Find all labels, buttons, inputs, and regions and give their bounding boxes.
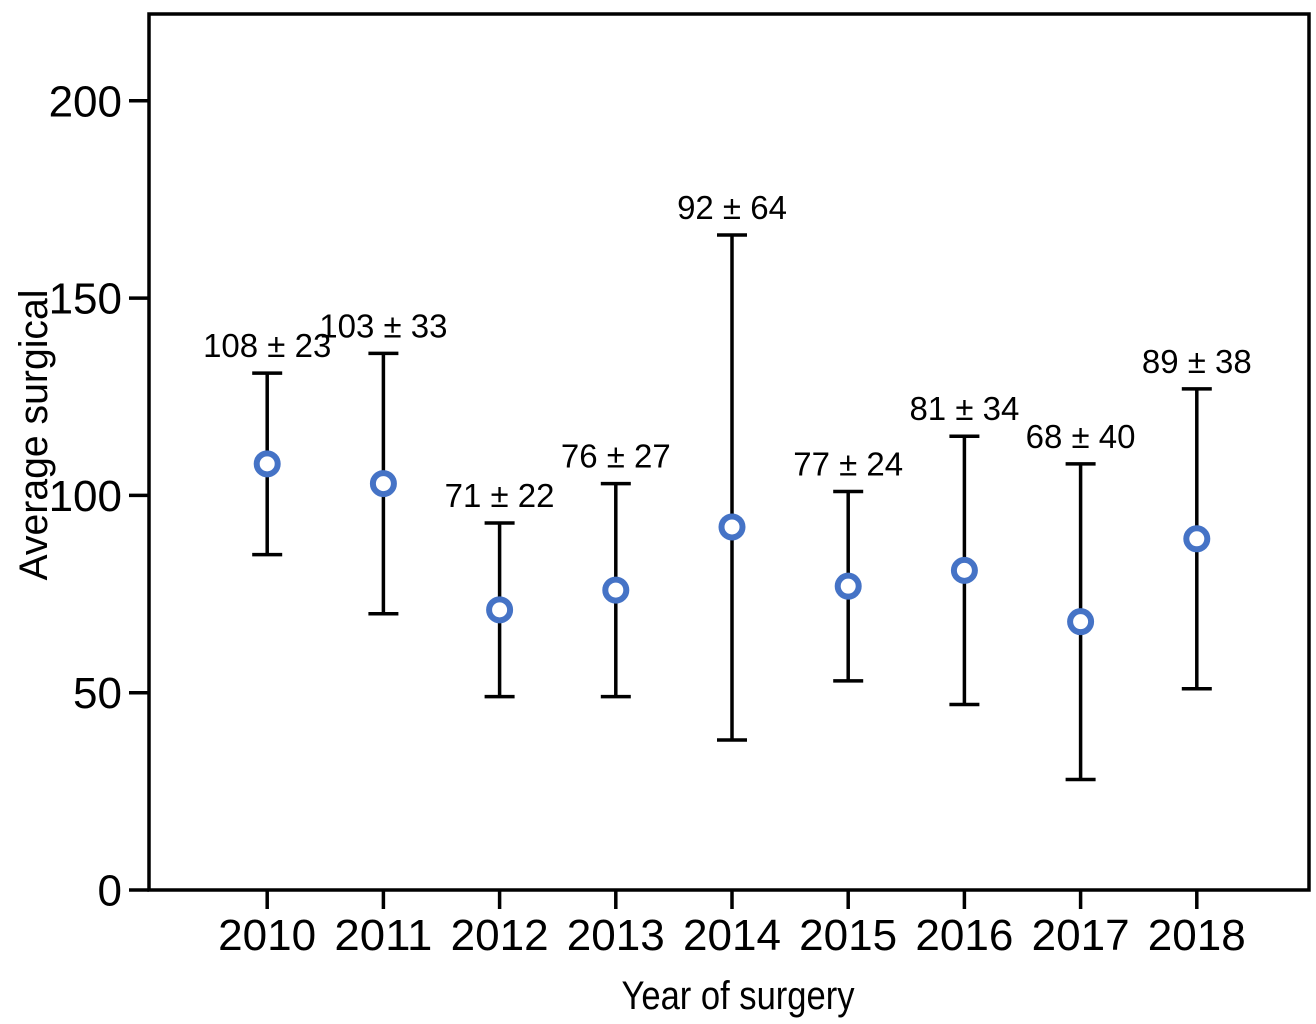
plot-frame — [147, 12, 1311, 892]
data-point-2014 — [718, 513, 746, 541]
x-tick-label-2010: 2010 — [218, 911, 316, 960]
x-tick-label-2014: 2014 — [683, 911, 781, 960]
x-tick-label-2017: 2017 — [1032, 911, 1130, 960]
y-axis-title: Average surgical — [12, 290, 56, 581]
x-tick-label-2018: 2018 — [1148, 911, 1246, 960]
data-point-2016 — [950, 556, 978, 584]
data-point-2015 — [834, 572, 862, 600]
y-tick-label-200: 200 — [49, 77, 122, 126]
y-tick-label-150: 150 — [49, 275, 122, 324]
value-label-2010: 108 ± 23 — [203, 327, 331, 364]
x-tick-label-2015: 2015 — [799, 911, 897, 960]
data-point-2011 — [369, 470, 397, 498]
value-label-2016: 81 ± 34 — [909, 390, 1019, 427]
axis-ticks-layer: 0 50 100 150 200 2010 2011 2012 2013 2014 2015 2016… — [49, 77, 1246, 960]
data-point-2012 — [486, 596, 514, 624]
value-label-2012: 71 ± 22 — [445, 477, 555, 514]
y-tick-label-50: 50 — [73, 669, 122, 718]
x-tick-label-2012: 2012 — [451, 911, 549, 960]
data-point-2017 — [1067, 608, 1095, 636]
value-label-2011: 103 ± 33 — [319, 307, 447, 344]
data-point-2018 — [1183, 525, 1211, 553]
data-point-2010 — [253, 450, 281, 478]
x-tick-label-2013: 2013 — [567, 911, 665, 960]
x-axis-title: Year of surgery — [622, 974, 855, 1018]
value-label-2014: 92 ± 64 — [677, 189, 787, 226]
value-label-2017: 68 ± 40 — [1026, 418, 1136, 455]
value-label-2013: 76 ± 27 — [561, 438, 671, 475]
x-tick-label-2011: 2011 — [334, 911, 432, 960]
x-tick-label-2016: 2016 — [915, 911, 1013, 960]
y-tick-label-100: 100 — [49, 472, 122, 521]
value-label-2015: 77 ± 24 — [793, 445, 903, 482]
value-label-2018: 89 ± 38 — [1142, 343, 1252, 380]
data-point-2013 — [602, 576, 630, 604]
y-tick-label-0: 0 — [98, 867, 122, 916]
